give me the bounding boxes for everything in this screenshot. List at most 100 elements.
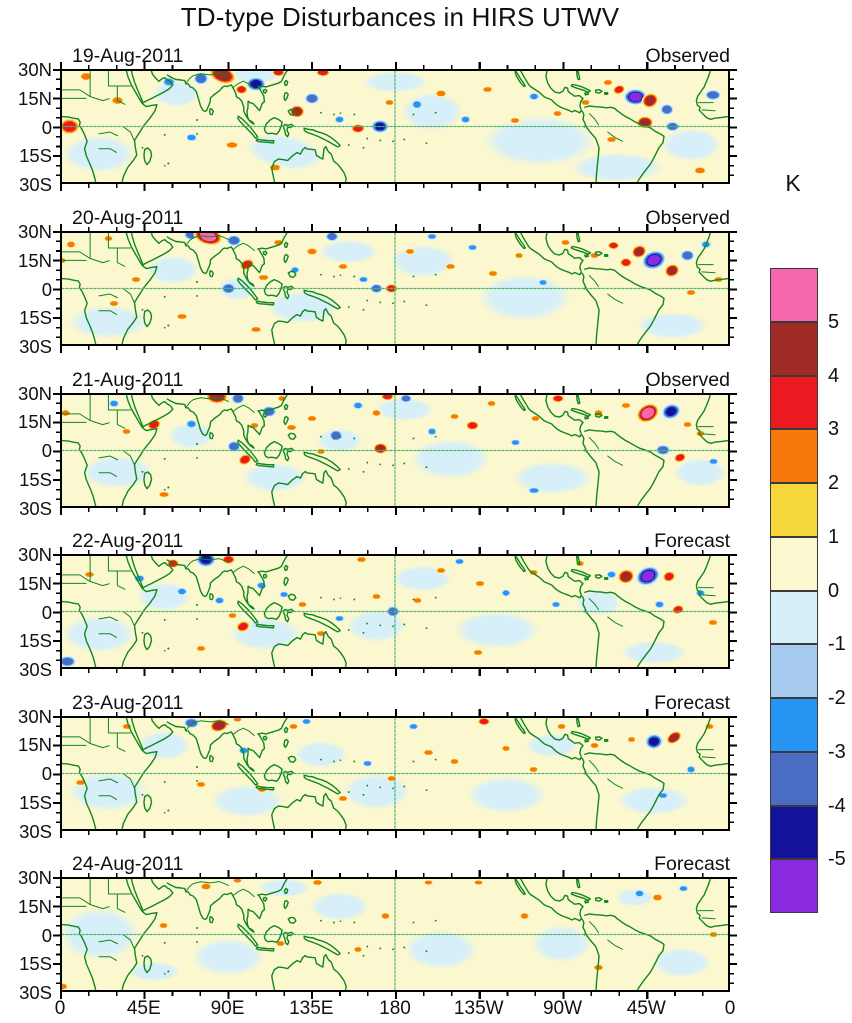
anomaly-blob: [704, 455, 722, 467]
anomaly-map: [60, 554, 730, 669]
anomaly-blob: [228, 394, 247, 406]
bottom-major-ticks: [60, 830, 730, 838]
anomaly-blob: [604, 240, 622, 252]
anomaly-blob: [312, 71, 334, 79]
left-major-ticks: [53, 554, 60, 669]
anomaly-blob: [245, 75, 268, 93]
map-panel: 21-Aug-2011 Observed 30N 15N 0 15S 30S: [18, 368, 737, 519]
panel-source-label: Observed: [645, 207, 730, 229]
anomaly-blob: [506, 115, 525, 127]
anomaly-blob: [326, 427, 346, 443]
anomaly-blob: [301, 245, 322, 258]
x-axis-label: 45E: [126, 998, 161, 1019]
anomaly-blob: [271, 938, 289, 950]
y-axis-label: 15S: [19, 468, 52, 490]
anomaly-blob: [405, 721, 422, 733]
anomaly-blob: [246, 323, 267, 335]
anomaly-blob: [263, 160, 286, 174]
coastline-overlay: [62, 233, 728, 344]
anomaly-blob: [182, 131, 201, 145]
x-axis-label: 90W: [542, 998, 583, 1019]
colorbar-cell: [770, 751, 818, 806]
anomaly-blob: [422, 233, 442, 243]
anomaly-blob: [252, 784, 272, 796]
anomaly-blob: [331, 112, 348, 126]
map-panel: 24-Aug-2011 Forecast 30N 15N 0 15S 30S: [18, 852, 737, 1003]
y-axis-label: 0: [41, 924, 52, 946]
anomaly-blob: [547, 598, 565, 610]
panel-source-label: Forecast: [654, 853, 730, 875]
anomaly-blob: [71, 776, 90, 788]
anomaly-blob: [441, 260, 460, 272]
anomaly-blob: [390, 921, 493, 978]
bottom-major-ticks: [60, 507, 730, 515]
anomaly-map: [60, 69, 730, 184]
colorbar-cell: [770, 536, 818, 591]
anomaly-blob: [381, 96, 398, 108]
coastline-overlay: [62, 879, 728, 990]
panel-date-label: 20-Aug-2011: [72, 207, 184, 229]
panel-source-label: Observed: [645, 368, 730, 391]
y-axis-label: 15N: [18, 572, 52, 594]
colorbar-tick-label: 4: [828, 364, 840, 387]
coastline-overlay: [62, 394, 728, 506]
colorbar-tick-label: -3: [828, 740, 846, 763]
panel-date-label: 23-Aug-2011: [72, 691, 184, 714]
anomaly-blob: [456, 112, 474, 126]
anomaly-blob: [527, 412, 544, 425]
anomaly-blob: [358, 758, 376, 770]
anomaly-blob: [577, 96, 594, 108]
anomaly-blob: [273, 394, 291, 404]
anomaly-blob: [378, 394, 397, 402]
anomaly-blob: [286, 263, 304, 277]
anomaly-blob: [348, 399, 368, 413]
y-axis-label: 0: [41, 278, 52, 300]
y-axis-label: 30S: [19, 174, 52, 195]
right-minor-ticks: [730, 554, 734, 669]
anomaly-blob: [229, 717, 247, 724]
anomaly-blob: [419, 879, 437, 888]
anomaly-blob: [423, 425, 441, 438]
panel-date-label: 24-Aug-2011: [72, 853, 184, 875]
anomaly-blob: [602, 133, 621, 145]
right-major-ticks: [730, 69, 737, 184]
anomaly-blob: [649, 121, 728, 169]
right-major-ticks: [730, 715, 737, 831]
anomaly-blob: [681, 286, 701, 298]
figure-title: TD-type Disturbances in HIRS UTWV: [180, 2, 620, 32]
right-minor-ticks: [730, 231, 734, 346]
anomaly-blob: [431, 86, 452, 100]
anomaly-blob: [653, 789, 673, 801]
anomaly-blob: [284, 721, 302, 733]
anomaly-blob: [598, 76, 617, 88]
anomaly-blob: [349, 943, 367, 955]
anomaly-blob: [400, 245, 420, 258]
anomaly-blob: [173, 584, 192, 598]
anomaly-blob: [483, 268, 503, 280]
left-major-ticks: [53, 69, 60, 184]
x-axis-label: 45W: [626, 998, 666, 1019]
y-axis-label: 0: [41, 763, 52, 784]
anomaly-blob: [407, 96, 427, 112]
anomaly-blob: [450, 769, 562, 822]
anomaly-blob: [204, 394, 231, 405]
anomaly-blob: [282, 422, 301, 434]
anomaly-blob: [478, 83, 497, 96]
panel-date-label: 21-Aug-2011: [72, 368, 184, 391]
y-axis-label: 30N: [18, 382, 52, 404]
anomaly-blob: [445, 756, 463, 768]
colorbar-cell: [770, 483, 818, 537]
anomaly-map: [60, 877, 730, 992]
colorbar-tick-label: -2: [828, 687, 846, 709]
anomaly-blob: [689, 164, 712, 178]
anomaly-blob: [253, 271, 274, 283]
y-axis-label: 15S: [19, 791, 52, 813]
anomaly-blob: [657, 102, 677, 118]
panel-source-label: Forecast: [654, 530, 730, 552]
anomaly-blob: [510, 249, 528, 261]
anomaly-blob: [470, 578, 490, 590]
bottom-minor-ticks: [60, 669, 730, 673]
left-major-ticks: [53, 231, 60, 346]
anomaly-blob: [177, 930, 280, 983]
